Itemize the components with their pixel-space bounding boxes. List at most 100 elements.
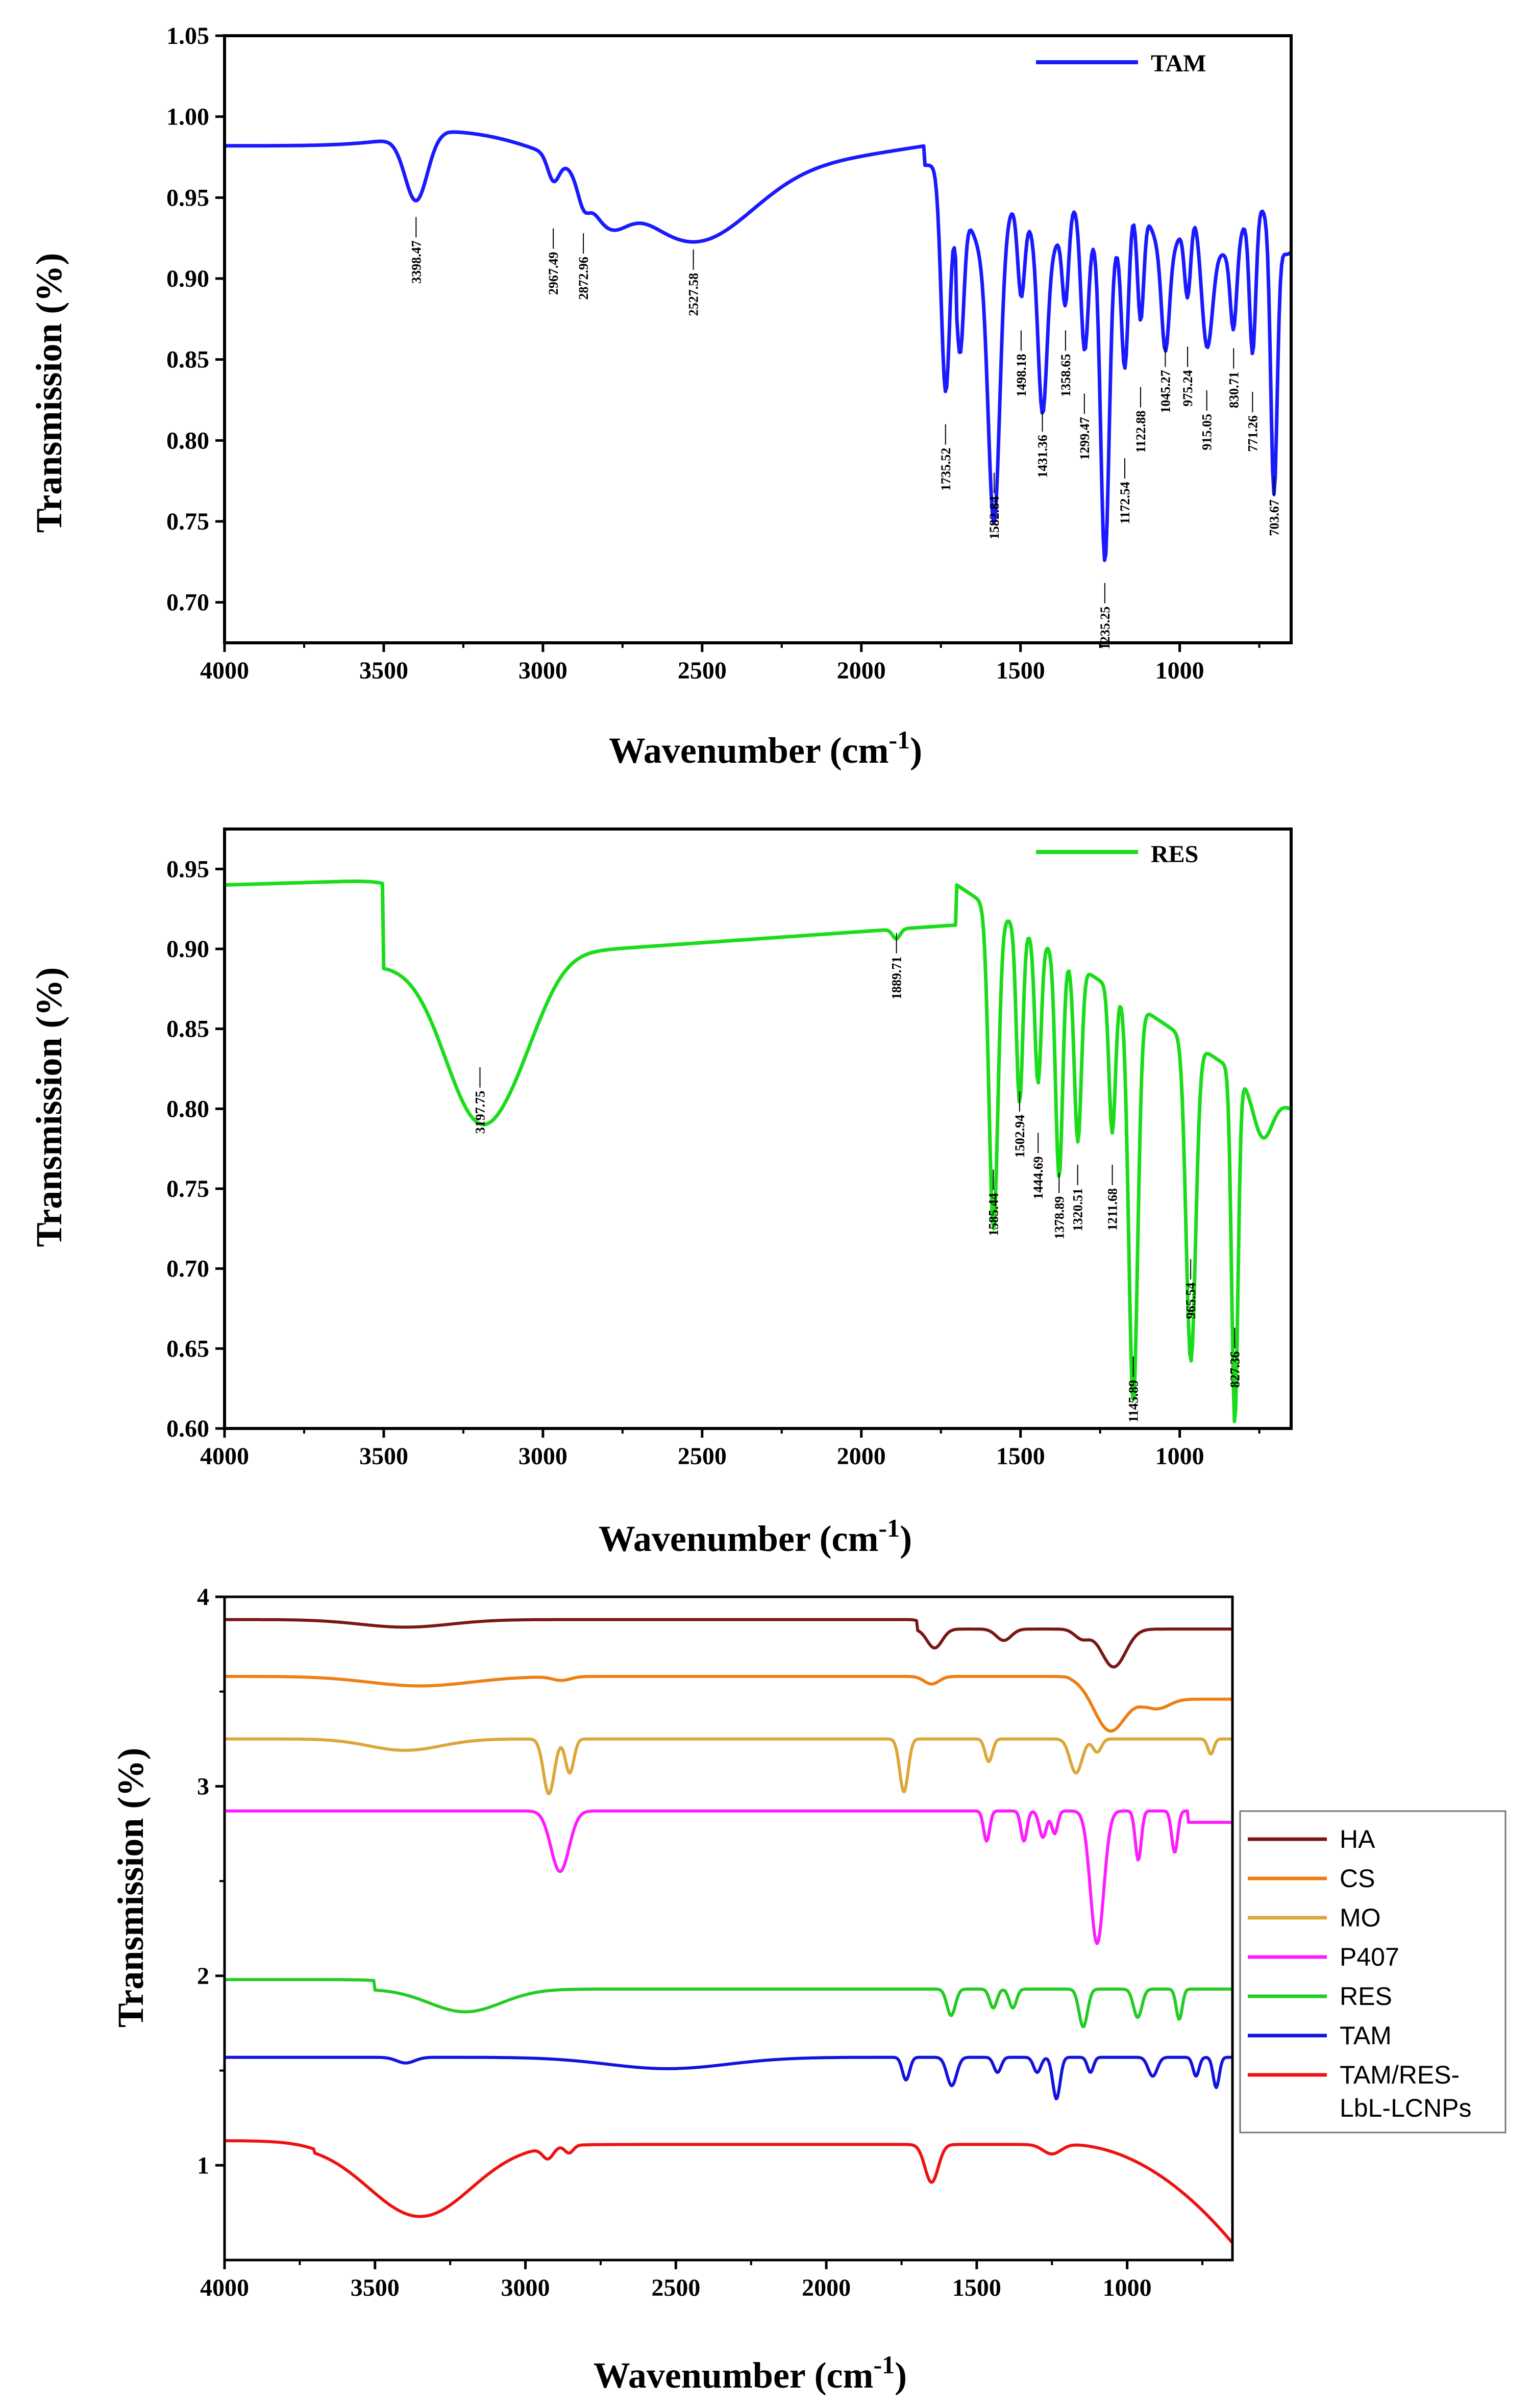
overlay-y-ticks: 4 3 2 1 (197, 1584, 225, 2179)
peak-label: 1145.89 (1126, 1380, 1141, 1422)
y-tick-label: 3 (197, 1773, 209, 1800)
peak-label: 1585.44 (986, 1193, 1001, 1236)
x-tick-label: 3500 (359, 1443, 408, 1470)
legend-label: TAM (1340, 2021, 1392, 2050)
res-x-axis-label: Wavenumber (cm-1) (599, 1514, 912, 1559)
y-tick-label: 2 (197, 1963, 209, 1990)
peak-label: 915.05 (1200, 414, 1215, 450)
res-y-axis-title: Transmission (%) (29, 967, 69, 1247)
y-tick-label: 0.70 (166, 1256, 209, 1283)
peak-label: 1211.68 (1105, 1188, 1120, 1231)
x-tick-label: 1500 (952, 2274, 1001, 2301)
peak-label: 1735.52 (939, 448, 953, 491)
legend-label: HA (1340, 1825, 1375, 1853)
peak-label: 3197.75 (473, 1091, 488, 1134)
legend-label: RES (1340, 1982, 1392, 2011)
overlay-y-axis-label: Transmission (%) (110, 1748, 151, 2028)
tam-legend-label: TAM (1151, 50, 1206, 77)
x-tick-label: 3000 (501, 2274, 550, 2301)
peak-label: 965.54 (1183, 1283, 1198, 1319)
y-tick-label: 0.90 (166, 936, 209, 963)
peak-label: 1431.36 (1035, 435, 1050, 478)
peak-label: 1172.54 (1118, 482, 1132, 524)
res-legend-label: RES (1151, 841, 1198, 868)
peak-label: 703.67 (1267, 499, 1282, 536)
peak-label: 1889.71 (890, 957, 904, 1000)
y-tick-label: 0.70 (166, 589, 209, 616)
overlay-series-p407 (224, 1809, 1232, 1945)
x-tick-label: 1000 (1103, 2274, 1152, 2301)
x-tick-label: 2000 (837, 1443, 886, 1470)
peak-label: 1045.27 (1158, 370, 1173, 413)
tam-y-axis-title: Transmission (%) (29, 253, 69, 533)
overlay-plot-frame (223, 1595, 1234, 2262)
peak-label: 1444.69 (1031, 1156, 1046, 1199)
res-x-ticks: 4000 3500 3000 2500 2000 1500 1000 (200, 1428, 1261, 1470)
y-tick-label: 0.85 (166, 1016, 209, 1043)
peak-label: 1582.84 (987, 496, 1002, 540)
res-peak-annotations: 3197.75 1889.71 1585.44 1502.94 1444.69 1378.… (473, 933, 1242, 1422)
y-tick-label: 0.80 (166, 427, 209, 454)
tam-spectrum-line (224, 130, 1292, 562)
peak-label: 1502.94 (1013, 1115, 1027, 1158)
overlay-x-ticks: 4000 3500 3000 2500 2000 1500 1000 (200, 2260, 1204, 2301)
y-tick-label: 0.90 (166, 265, 209, 292)
overlay-x-axis-label: Wavenumber (cm-1) (594, 2350, 907, 2396)
x-tick-label: 2000 (802, 2274, 851, 2301)
overlay-legend-box (1239, 1810, 1507, 2134)
res-y-axis-label: Transmission (%) (29, 967, 69, 1247)
peak-label: 1320.51 (1071, 1188, 1085, 1232)
legend-label: CS (1340, 1864, 1375, 1893)
overlay-series-ha (224, 1618, 1232, 1669)
tam-spectrum-panel: Transmission (%) Wavenumber (cm-1) 4000 3… (29, 22, 1293, 771)
peak-label: 830.71 (1226, 371, 1241, 408)
x-tick-label: 4000 (200, 657, 249, 684)
x-tick-label: 2500 (678, 657, 727, 684)
tam-x-ticks: 4000 3500 3000 2500 2000 1500 1000 (200, 643, 1261, 684)
x-tick-label: 4000 (200, 2274, 249, 2301)
y-tick-label: 0.80 (166, 1095, 209, 1122)
overlay-series-lines (224, 1618, 1233, 2244)
y-tick-label: 0.95 (166, 184, 209, 211)
peak-label: 2967.49 (546, 252, 561, 295)
peak-label: 1378.89 (1052, 1196, 1067, 1240)
legend-label-line2: LbL-LCNPs (1340, 2094, 1471, 2122)
x-tick-label: 4000 (200, 1443, 249, 1470)
peak-label: 1498.18 (1014, 354, 1029, 397)
tam-plot-frame (223, 34, 1293, 644)
peak-label: 2527.58 (686, 273, 701, 316)
peak-label: 1299.47 (1077, 417, 1092, 460)
y-tick-label: 0.95 (166, 856, 209, 883)
res-spectrum-panel: Transmission (%) Wavenumber (cm-1) 4000 3… (29, 827, 1293, 1559)
y-tick-label: 0.75 (166, 1175, 209, 1202)
x-tick-label: 2500 (651, 2274, 700, 2301)
x-tick-label: 2500 (678, 1443, 727, 1470)
x-tick-label: 3500 (351, 2274, 400, 2301)
peak-label: 1358.65 (1058, 354, 1073, 397)
res-y-ticks: 0.95 0.90 0.85 0.80 0.75 0.70 0.65 0.60 (166, 856, 225, 1442)
y-tick-label: 0.75 (166, 508, 209, 535)
x-tick-label: 1000 (1155, 1443, 1204, 1470)
tam-peak-annotations: 3398.47 2967.49 2872.96 2527.58 1735.52 1582.… (409, 217, 1282, 649)
y-tick-label: 1 (197, 2152, 209, 2179)
peak-label: 827.36 (1227, 1351, 1242, 1388)
peak-label: 2872.96 (576, 257, 591, 300)
peak-label: 3398.47 (409, 240, 424, 284)
overlay-legend: HA CS MO P407 RES TAM TAM/RES- LbL-LCNPs (1248, 1825, 1471, 2122)
tam-y-ticks: 1.05 1.00 0.95 0.90 0.85 0.80 0.75 0.70 (166, 22, 225, 616)
x-tick-label: 3000 (518, 1443, 567, 1470)
y-tick-label: 1.00 (166, 104, 209, 131)
tam-y-axis-label: Transmission (%) (29, 253, 69, 533)
y-tick-label: 4 (197, 1584, 209, 1611)
overlay-series-tam-res-lbl-lcnps (224, 2139, 1233, 2244)
tam-x-axis-label: Wavenumber (cm-1) (609, 725, 922, 771)
peak-label: 771.26 (1245, 415, 1260, 452)
overlay-series-res (224, 1978, 1232, 2028)
x-tick-label: 2000 (837, 657, 886, 684)
y-tick-label: 1.05 (166, 22, 209, 49)
overlay-series-tam (224, 2055, 1232, 2100)
x-tick-label: 1500 (996, 657, 1045, 684)
legend-label: TAM/RES- (1340, 2061, 1460, 2089)
y-tick-label: 0.65 (166, 1335, 209, 1362)
